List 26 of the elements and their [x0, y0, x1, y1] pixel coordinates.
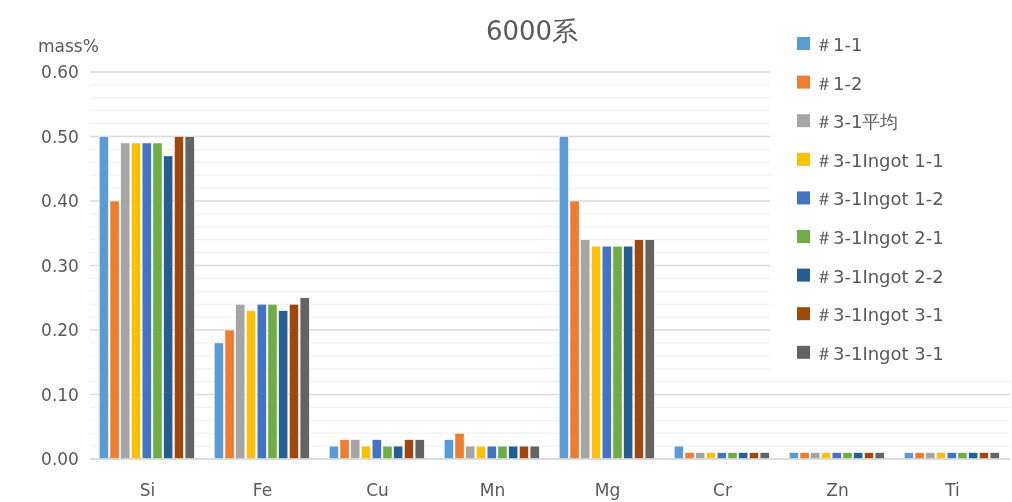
legend-label: ＃3-1Ingot 3-1 [815, 304, 944, 326]
x-tick-label: Fe [252, 480, 273, 500]
legend-label: ＃3-1Ingot 3-1 [815, 342, 944, 364]
x-tick-label: Ti [944, 480, 960, 500]
legend-label: ＃3-1Ingot 2-2 [815, 265, 944, 287]
legend-label: ＃3-1Ingot 1-2 [815, 188, 944, 210]
x-tick-label: Cu [366, 480, 389, 500]
y-tick-label: 0.50 [41, 126, 79, 147]
y-tick-label: 0.30 [41, 255, 79, 276]
legend-label: ＃1-1 [815, 34, 863, 55]
legend-label: ＃1-2 [815, 72, 863, 94]
legend-label: ＃3-1Ingot 2-1 [815, 227, 944, 248]
x-tick-label: Si [139, 480, 156, 500]
x-tick-label: Zn [826, 480, 849, 500]
y-tick-label: 0.40 [41, 191, 79, 211]
x-tick-label: Mn [479, 480, 506, 500]
y-tick-label: 0.00 [41, 449, 79, 469]
legend-label: ＃3-1平均 [815, 111, 899, 133]
y-tick-label: 0.10 [41, 384, 79, 405]
chart-title: 6000系 [485, 16, 579, 46]
x-tick-label: Cr [713, 480, 732, 500]
y-axis-title: mass% [38, 36, 99, 56]
y-tick-label: 0.20 [41, 320, 79, 340]
x-tick-label: Mg [594, 480, 621, 500]
y-tick-label: 0.60 [41, 62, 79, 82]
legend-label: ＃3-1Ingot 1-1 [815, 149, 944, 171]
